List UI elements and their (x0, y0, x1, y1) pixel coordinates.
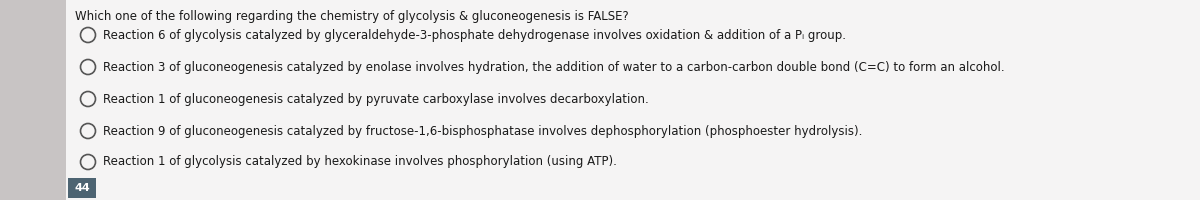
Text: Reaction 1 of gluconeogenesis catalyzed by pyruvate carboxylase involves decarbo: Reaction 1 of gluconeogenesis catalyzed … (103, 92, 649, 106)
Bar (0, 0, 66, 200)
Text: Which one of the following regarding the chemistry of glycolysis & gluconeogenes: Which one of the following regarding the… (74, 10, 629, 23)
Text: Reaction 6 of glycolysis catalyzed by glyceraldehyde-3-phosphate dehydrogenase i: Reaction 6 of glycolysis catalyzed by gl… (103, 28, 846, 42)
Text: Reaction 3 of gluconeogenesis catalyzed by enolase involves hydration, the addit: Reaction 3 of gluconeogenesis catalyzed … (103, 60, 1004, 73)
Text: Reaction 9 of gluconeogenesis catalyzed by fructose-1,6-bisphosphatase involves : Reaction 9 of gluconeogenesis catalyzed … (103, 124, 863, 138)
Text: Reaction 1 of glycolysis catalyzed by hexokinase involves phosphorylation (using: Reaction 1 of glycolysis catalyzed by he… (103, 156, 617, 168)
Text: 44: 44 (74, 183, 90, 193)
Bar (68, 178, 96, 198)
